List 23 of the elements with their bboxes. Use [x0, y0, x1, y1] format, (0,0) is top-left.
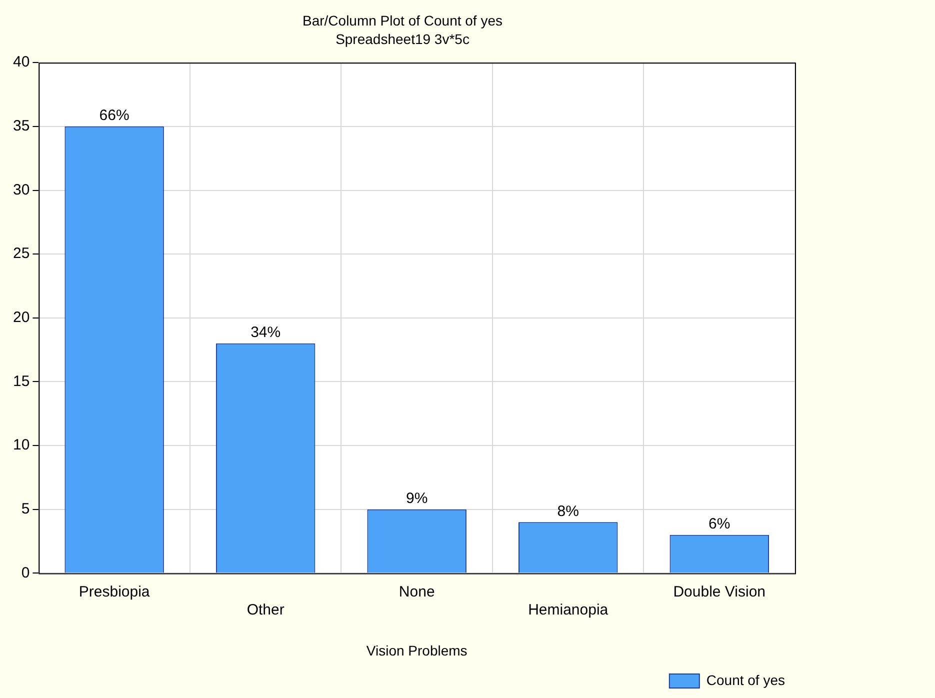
x-tick-label: Other [246, 601, 284, 618]
y-tick-label: 15 [12, 372, 30, 390]
y-tick-label: 10 [12, 436, 30, 454]
y-tick-label: 5 [21, 500, 30, 518]
y-tick-label: 40 [12, 54, 30, 71]
y-tick-label: 0 [21, 564, 30, 582]
y-tick-label: 35 [12, 118, 30, 135]
legend-label: Count of yes [706, 672, 786, 688]
annotation: 34% [250, 324, 281, 342]
y-tick-label: 30 [12, 181, 30, 198]
chart-subtitle: Spreadsheet19 3v*5c [336, 31, 470, 48]
x-tick-label: Presbiopia [78, 583, 150, 600]
annotation: 8% [557, 502, 579, 520]
x-tick-label: None [398, 583, 435, 600]
x-tick-label: Hemianopia [528, 601, 609, 618]
annotation: 66% [99, 107, 130, 124]
x-tick-label: Double Vision [673, 583, 766, 600]
x-axis-title: Vision Problems [366, 642, 468, 658]
y-tick-label: 20 [12, 309, 30, 326]
chart-title: Bar/Column Plot of Count of yes [302, 12, 502, 28]
y-tick-label: 25 [12, 245, 30, 262]
annotation: 9% [406, 490, 428, 508]
annotation: 6% [708, 516, 730, 533]
